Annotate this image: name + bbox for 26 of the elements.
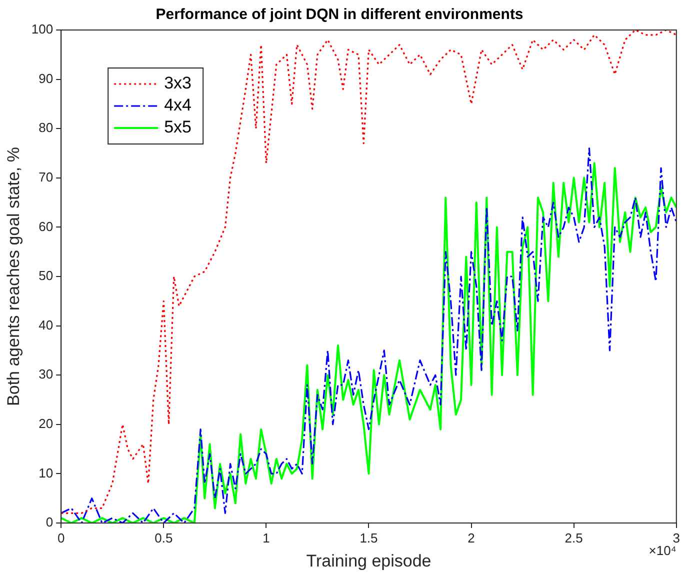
y-tick-label: 90 <box>38 70 54 86</box>
y-tick-label: 60 <box>38 218 54 234</box>
y-tick-label: 20 <box>38 416 54 431</box>
x-tick-label: 3 <box>672 530 680 546</box>
legend-label: 5x5 <box>164 118 192 137</box>
y-tick-label: 10 <box>38 465 54 480</box>
y-tick-label: 50 <box>38 268 54 284</box>
x-tick-label: 2.5 <box>564 530 583 546</box>
chart-title: Performance of joint DQN in different environments <box>156 6 524 24</box>
x-tick-label: 1 <box>262 530 270 546</box>
legend-label: 3x3 <box>164 74 192 93</box>
x-tick-label: 1.5 <box>360 530 378 546</box>
text: ×10⁴ <box>648 543 676 558</box>
y-tick-label: 30 <box>38 366 54 382</box>
x-tick-label: 2 <box>468 530 475 546</box>
legend-label: 4x4 <box>164 96 192 115</box>
x-tick-label: 0.5 <box>154 530 173 546</box>
x-axis-title: Training episode <box>306 551 432 570</box>
y-tick-label: 100 <box>31 22 54 37</box>
y-axis-title: Both agents reaches goal state, % <box>4 147 23 406</box>
y-tick-label: 0 <box>46 514 54 530</box>
y-tick-label: 40 <box>38 317 54 332</box>
line-series <box>61 30 676 514</box>
y-tick-label: 70 <box>38 169 54 184</box>
x-tick-label: 0 <box>57 530 65 546</box>
y-tick-label: 80 <box>38 120 54 136</box>
